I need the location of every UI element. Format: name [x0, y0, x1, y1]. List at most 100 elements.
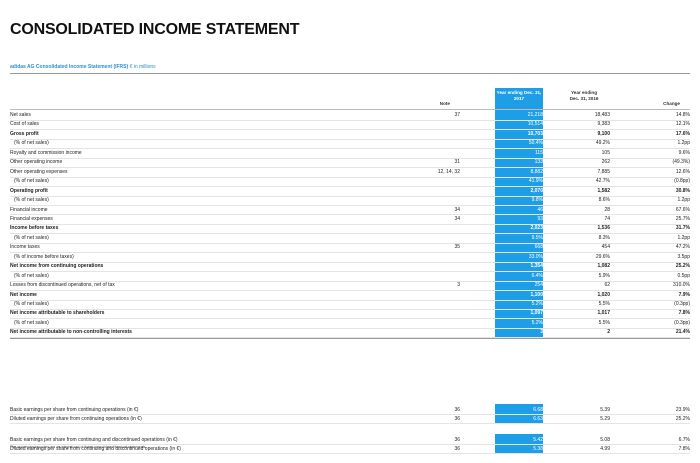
row-change: 9.6%	[678, 149, 690, 156]
row-change: 12.6%	[675, 168, 690, 175]
row-divider	[10, 308, 690, 310]
row-divider	[10, 138, 690, 140]
row-divider	[10, 119, 690, 121]
row-divider	[10, 271, 690, 273]
table-row: (% of net sales) 6.4% 5.9% 0.5pp	[10, 272, 690, 280]
row-value-2017: 5.2%	[531, 319, 543, 326]
row-value-2017: 2,023	[530, 225, 543, 232]
row-value-2016: 2	[607, 329, 610, 336]
row-note: 34	[454, 206, 460, 213]
row-divider	[10, 327, 690, 329]
row-change: (0.8pp)	[674, 178, 690, 185]
year-2017-header-line1: Year ending	[496, 90, 523, 95]
row-divider	[10, 205, 690, 206]
table-row: Net income from continuing operations 1,3…	[10, 262, 690, 270]
row-value-2017: 1,100	[530, 291, 543, 298]
row-value-2017: 9.5%	[531, 234, 543, 241]
row-divider	[10, 223, 690, 225]
row-value-2016: 1,020	[597, 291, 610, 298]
row-label: Royalty and commission income	[10, 149, 82, 156]
row-value-2017: 46	[537, 206, 543, 213]
footnote: The accompanying notes are an integral p…	[10, 445, 147, 449]
row-change: 25.2%	[675, 415, 690, 422]
row-value-2017: 6.4%	[531, 272, 543, 279]
row-label: Operating profit	[10, 187, 48, 194]
row-value-2016: 42.7%	[595, 178, 610, 185]
row-change: 6.7%	[678, 437, 690, 443]
row-change: 23.9%	[675, 407, 690, 413]
row-note: 34	[454, 215, 460, 222]
row-value-2016: 1,582	[597, 187, 610, 194]
row-label: (% of income before taxes)	[14, 253, 74, 260]
header-divider	[10, 109, 690, 110]
row-value-2017: 9.8%	[531, 197, 543, 204]
row-change: 1.2pp	[677, 197, 690, 204]
row-value-2016: 5.9%	[598, 272, 610, 279]
row-value-2016: 9,100	[597, 130, 610, 137]
row-divider	[10, 195, 690, 197]
current-year-eps-highlight-1	[495, 404, 543, 423]
subtitle-divider	[10, 73, 690, 74]
row-label: Net income attributable to non-controlli…	[10, 329, 132, 336]
row-divider	[10, 233, 690, 235]
row-value-2017: 6.68	[533, 407, 543, 413]
table-row: Net income attributable to shareholders 1…	[10, 309, 690, 317]
row-value-2016: 262	[601, 159, 610, 166]
row-change: 25.2%	[675, 263, 690, 270]
table-row: Net income attributable to non-controlli…	[10, 328, 690, 336]
row-label: Other operating expenses	[10, 168, 68, 175]
statement-subtitle: adidas AG Consolidated Income Statement …	[10, 64, 156, 70]
row-note: 31	[454, 159, 460, 166]
row-value-2016: 105	[601, 149, 610, 156]
row-divider	[10, 252, 690, 254]
row-value-2016: 454	[601, 244, 610, 251]
row-note: 36	[454, 415, 460, 422]
table-row: Basic earnings per share from continuing…	[10, 406, 690, 414]
year-2016-column-header: Year ending Dec. 31, 2016	[555, 90, 613, 101]
row-value-2016: 8.6%	[598, 197, 610, 204]
table-row: Diluted earnings per share from continui…	[10, 445, 690, 453]
row-label: Net sales	[10, 112, 31, 118]
table-row: (% of net sales) 9.8% 8.6% 1.2pp	[10, 196, 690, 204]
row-note: 36	[454, 437, 460, 443]
table-row: Operating profit 2,070 1,582 30.8%	[10, 187, 690, 195]
row-divider	[10, 280, 690, 282]
year-2016-header-line1: Year ending	[570, 90, 598, 95]
row-label: Cost of sales	[10, 121, 39, 128]
row-label: Financial income	[10, 206, 48, 213]
row-change: 47.2%	[675, 244, 690, 251]
row-note: 12, 14, 32	[437, 168, 460, 175]
row-divider	[10, 157, 690, 159]
row-divider	[10, 452, 690, 454]
row-change: 0.5pp	[677, 272, 690, 279]
row-label: Diluted earnings per share from continui…	[10, 445, 181, 452]
row-value-2017: 33.0%	[528, 253, 543, 260]
row-change: (0.3pp)	[674, 301, 690, 307]
row-change: 67.6%	[675, 206, 690, 213]
row-change: 21.4%	[675, 329, 690, 336]
row-label: Diluted earnings per share from continui…	[10, 415, 142, 422]
table-row: (% of net sales) 41.9% 42.7% (0.8pp)	[10, 177, 690, 185]
table-row: Other operating expenses 12, 14, 32 8,882 7…	[10, 168, 690, 176]
year-2017-header-line2: Dec. 31, 2017	[513, 90, 542, 101]
row-change: (0.3pp)	[674, 319, 690, 326]
row-divider	[10, 129, 690, 131]
row-divider	[10, 337, 690, 339]
row-value-2016: 29.6%	[595, 253, 610, 260]
year-2017-column-header: Year ending Dec. 31, 2017	[495, 90, 543, 101]
table-row: (% of net sales) 5.2% 5.5% (0.3pp)	[10, 319, 690, 327]
row-change: (49.3%)	[672, 159, 690, 166]
row-label: (% of net sales)	[14, 234, 49, 241]
row-change: 7.8%	[678, 310, 690, 317]
row-value-2016: 62	[604, 282, 610, 289]
row-label: Other operating income	[10, 159, 63, 166]
row-value-2017: 10,703	[527, 130, 543, 137]
table-row: Financial income 34 46 28 67.6%	[10, 206, 690, 214]
row-value-2016: 5.5%	[598, 319, 610, 326]
row-value-2017: 115	[535, 149, 543, 156]
table-row: Income taxes 35 668 454 47.2%	[10, 243, 690, 251]
table-row: (% of income before taxes) 33.0% 29.6% 3.5p…	[10, 253, 690, 261]
table-row: Financial expenses 34 93 74 25.7%	[10, 215, 690, 223]
note-column-header: Note	[439, 101, 450, 106]
table-row: Gross profit 10,703 9,100 17.6%	[10, 130, 690, 138]
